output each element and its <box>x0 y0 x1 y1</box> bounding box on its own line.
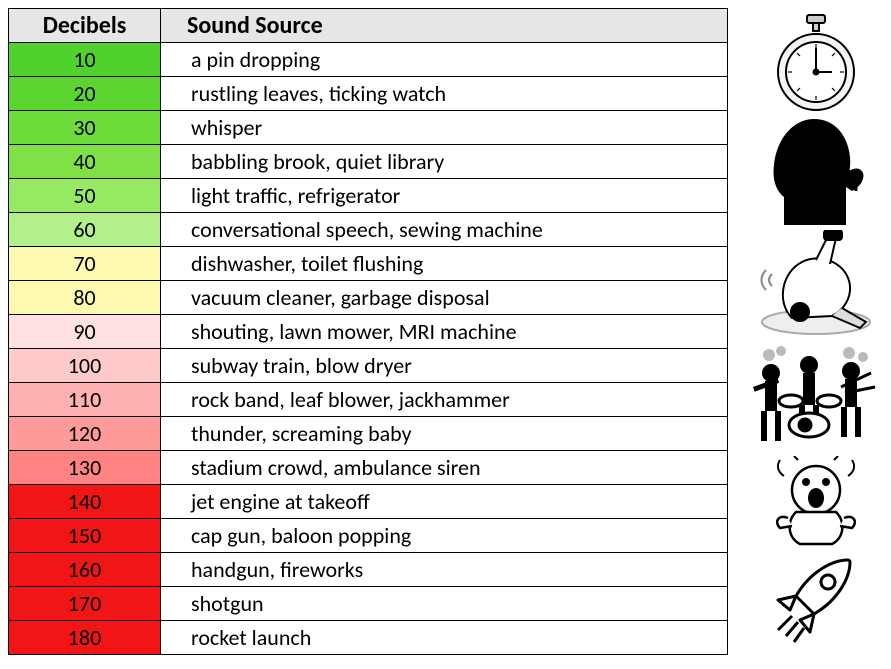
decibel-cell: 60 <box>9 213 161 247</box>
decibel-cell: 150 <box>9 519 161 553</box>
decibel-table-container: Decibels Sound Source 10a pin dropping20… <box>8 8 728 655</box>
vacuum-icon <box>756 230 876 340</box>
decibel-cell: 50 <box>9 179 161 213</box>
sound-source-cell: rock band, leaf blower, jackhammer <box>161 383 728 417</box>
sound-source-cell: babbling brook, quiet library <box>161 145 728 179</box>
table-row: 170shotgun <box>9 587 728 621</box>
table-row: 20rustling leaves, ticking watch <box>9 77 728 111</box>
header-decibels: Decibels <box>9 9 161 43</box>
shush-silhouette-icon <box>766 117 866 227</box>
stopwatch-icon <box>777 14 855 114</box>
rock-band-icon <box>751 343 881 453</box>
header-sound-source: Sound Source <box>161 9 728 43</box>
decibel-cell: 130 <box>9 451 161 485</box>
crying-baby-icon <box>766 456 866 551</box>
table-row: 70dishwasher, toilet flushing <box>9 247 728 281</box>
decibel-cell: 100 <box>9 349 161 383</box>
rocket-icon <box>766 554 866 654</box>
table-row: 110rock band, leaf blower, jackhammer <box>9 383 728 417</box>
decibel-cell: 90 <box>9 315 161 349</box>
sound-source-cell: shouting, lawn mower, MRI machine <box>161 315 728 349</box>
sound-source-cell: rocket launch <box>161 621 728 655</box>
table-row: 10a pin dropping <box>9 43 728 77</box>
decibel-cell: 160 <box>9 553 161 587</box>
table-row: 90shouting, lawn mower, MRI machine <box>9 315 728 349</box>
sound-source-cell: conversational speech, sewing machine <box>161 213 728 247</box>
sound-source-cell: jet engine at takeoff <box>161 485 728 519</box>
sound-source-cell: subway train, blow dryer <box>161 349 728 383</box>
decibel-cell: 30 <box>9 111 161 145</box>
decibel-cell: 10 <box>9 43 161 77</box>
table-row: 80vacuum cleaner, garbage disposal <box>9 281 728 315</box>
sound-source-cell: whisper <box>161 111 728 145</box>
decibel-table: Decibels Sound Source 10a pin dropping20… <box>8 8 728 655</box>
table-row: 130stadium crowd, ambulance siren <box>9 451 728 485</box>
illustration-column <box>748 8 883 655</box>
table-row: 30whisper <box>9 111 728 145</box>
sound-source-cell: rustling leaves, ticking watch <box>161 77 728 111</box>
table-row: 150cap gun, baloon popping <box>9 519 728 553</box>
table-row: 140jet engine at takeoff <box>9 485 728 519</box>
table-row: 50light traffic, refrigerator <box>9 179 728 213</box>
decibel-cell: 110 <box>9 383 161 417</box>
table-row: 180rocket launch <box>9 621 728 655</box>
sound-source-cell: stadium crowd, ambulance siren <box>161 451 728 485</box>
table-row: 60conversational speech, sewing machine <box>9 213 728 247</box>
decibel-cell: 170 <box>9 587 161 621</box>
table-row: 120thunder, screaming baby <box>9 417 728 451</box>
sound-source-cell: thunder, screaming baby <box>161 417 728 451</box>
decibel-cell: 20 <box>9 77 161 111</box>
sound-source-cell: shotgun <box>161 587 728 621</box>
decibel-cell: 180 <box>9 621 161 655</box>
table-row: 100subway train, blow dryer <box>9 349 728 383</box>
decibel-cell: 140 <box>9 485 161 519</box>
sound-source-cell: cap gun, baloon popping <box>161 519 728 553</box>
sound-source-cell: dishwasher, toilet flushing <box>161 247 728 281</box>
decibel-cell: 120 <box>9 417 161 451</box>
decibel-cell: 40 <box>9 145 161 179</box>
sound-source-cell: light traffic, refrigerator <box>161 179 728 213</box>
table-row: 160handgun, fireworks <box>9 553 728 587</box>
sound-source-cell: a pin dropping <box>161 43 728 77</box>
sound-source-cell: vacuum cleaner, garbage disposal <box>161 281 728 315</box>
decibel-cell: 80 <box>9 281 161 315</box>
decibel-cell: 70 <box>9 247 161 281</box>
table-row: 40babbling brook, quiet library <box>9 145 728 179</box>
sound-source-cell: handgun, fireworks <box>161 553 728 587</box>
